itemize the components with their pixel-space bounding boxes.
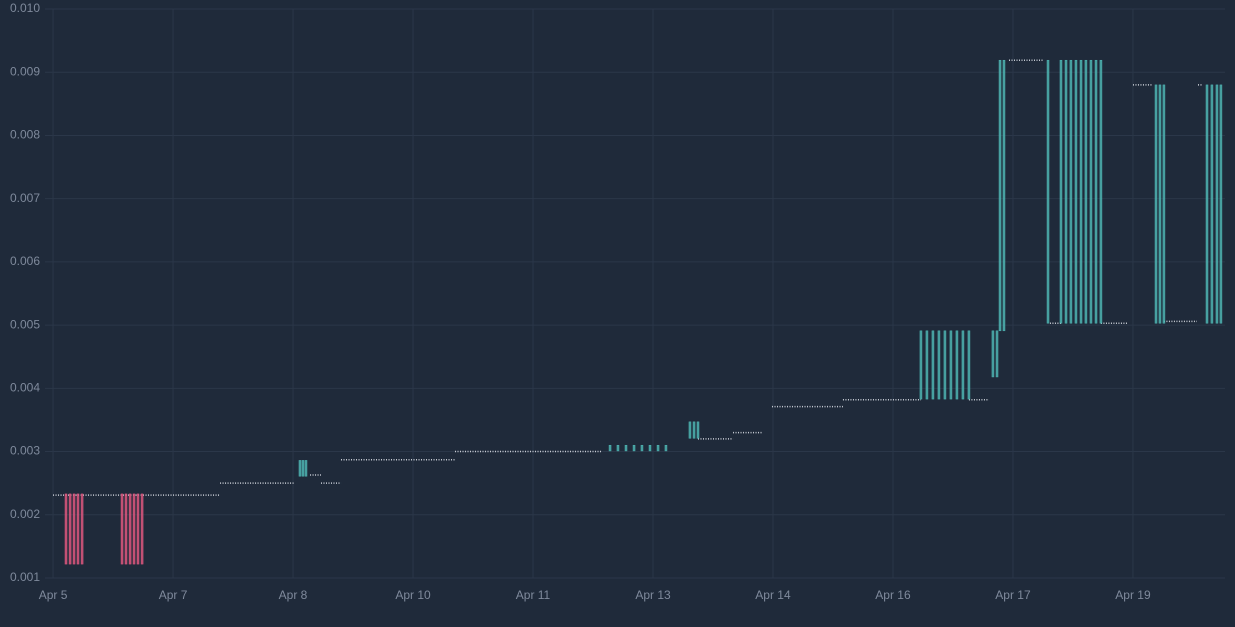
y-tick-label: 0.008 (10, 128, 40, 142)
candle (624, 444, 628, 452)
y-tick-label: 0.003 (10, 444, 40, 458)
x-tick-label: Apr 17 (995, 588, 1031, 602)
candle (1094, 59, 1098, 324)
candle (1205, 84, 1209, 324)
candle (140, 493, 144, 565)
candle (931, 330, 935, 400)
y-tick-label: 0.010 (10, 1, 40, 15)
x-tick-label: Apr 11 (516, 588, 551, 602)
candle (1064, 59, 1068, 324)
candle (1154, 84, 1158, 324)
x-tick-label: Apr 13 (635, 588, 671, 602)
candle (692, 421, 696, 439)
candle (1046, 59, 1050, 324)
candle (76, 493, 80, 565)
candle (1219, 84, 1223, 324)
candle (919, 330, 923, 400)
candle (128, 493, 132, 565)
candle (1002, 59, 1006, 332)
x-tick-label: Apr 19 (1115, 588, 1151, 602)
candle (925, 330, 929, 400)
candle (937, 330, 941, 400)
candle (132, 493, 136, 565)
y-tick-label: 0.004 (10, 381, 40, 395)
y-tick-label: 0.002 (10, 507, 40, 521)
candle (304, 460, 308, 477)
candle (995, 330, 999, 378)
candle (1084, 59, 1088, 324)
candle (640, 444, 644, 452)
candle (120, 493, 124, 565)
candle (961, 330, 965, 400)
candle (1089, 59, 1093, 324)
candle (1074, 59, 1078, 324)
candle (1059, 59, 1063, 324)
y-tick-label: 0.001 (10, 570, 40, 584)
candle (696, 421, 700, 439)
candle (991, 330, 995, 378)
x-tick-label: Apr 8 (279, 588, 308, 602)
candle (80, 493, 84, 565)
candle (1162, 84, 1166, 324)
candle (1099, 59, 1103, 324)
x-tick-label: Apr 16 (875, 588, 911, 602)
candle (608, 444, 612, 452)
candle (68, 493, 72, 565)
y-tick-label: 0.005 (10, 317, 40, 331)
price-level (53, 59, 1203, 496)
candle (1210, 84, 1214, 324)
x-tick-label: Apr 14 (755, 588, 791, 602)
candle (298, 460, 302, 477)
candle (967, 330, 971, 400)
y-tick-label: 0.006 (10, 254, 40, 268)
x-tick-label: Apr 10 (395, 588, 431, 602)
x-tick-label: Apr 7 (159, 588, 188, 602)
candle (998, 59, 1002, 332)
candle (616, 444, 620, 452)
y-tick-label: 0.007 (10, 191, 40, 205)
candle (64, 493, 68, 565)
candle (124, 493, 128, 565)
x-tick-label: Apr 5 (39, 588, 68, 602)
candle (136, 493, 140, 565)
candle (632, 444, 636, 452)
candle (949, 330, 953, 400)
candle (72, 493, 76, 565)
candle (1069, 59, 1073, 324)
candle (1158, 84, 1162, 324)
y-tick-label: 0.009 (10, 64, 40, 78)
candle (1079, 59, 1083, 324)
candle (943, 330, 947, 400)
candle (648, 444, 652, 452)
candle (688, 421, 692, 439)
candle (955, 330, 959, 400)
candle (664, 444, 668, 452)
candle (1215, 84, 1219, 324)
candle (656, 444, 660, 452)
candle (301, 460, 305, 477)
